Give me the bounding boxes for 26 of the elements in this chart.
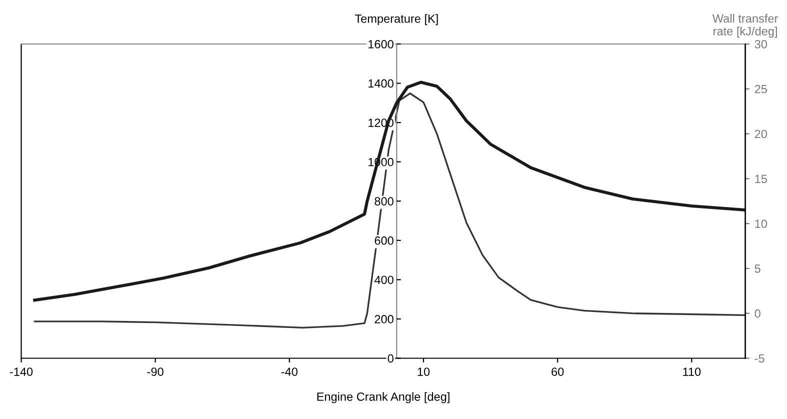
y-tick-label: 200 (374, 315, 394, 324)
y2-tick-label: -5 (754, 354, 764, 363)
x-tick-label: 60 (552, 368, 564, 376)
y-tick-label: 800 (374, 197, 394, 206)
x-tick-label: -90 (147, 368, 164, 376)
y2-tick-label: 5 (754, 264, 760, 273)
y2-tick-label: 10 (755, 220, 767, 228)
x-tick-label: -40 (281, 368, 298, 376)
y-tick-label: 400 (374, 276, 394, 284)
line-series (34, 92, 746, 329)
x-tick-label: 10 (418, 368, 430, 376)
x-tick-label: 110 (683, 368, 701, 376)
y-tick-label: 1400 (368, 79, 394, 88)
y2-tick-label: 25 (754, 84, 767, 94)
x-tick-label: -140 (10, 368, 33, 376)
line-series (33, 80, 746, 302)
y-tick-label: 1600 (368, 40, 394, 48)
y2-tick-label: 30 (754, 40, 767, 48)
y2-tick-label: 0 (754, 309, 760, 318)
x-axis-title: Engine Crank Angle [deg] (317, 392, 450, 404)
y-tick-label: 600 (374, 236, 394, 245)
y-axis-title: Temperature [K] (354, 14, 438, 26)
y2-tick-label: 15 (755, 174, 767, 184)
y2-tick-label: 20 (754, 130, 767, 138)
y-tick-label: 0 (388, 354, 394, 363)
y2-axis-title: Wall transfer rate [kJ/deg] (712, 14, 778, 38)
